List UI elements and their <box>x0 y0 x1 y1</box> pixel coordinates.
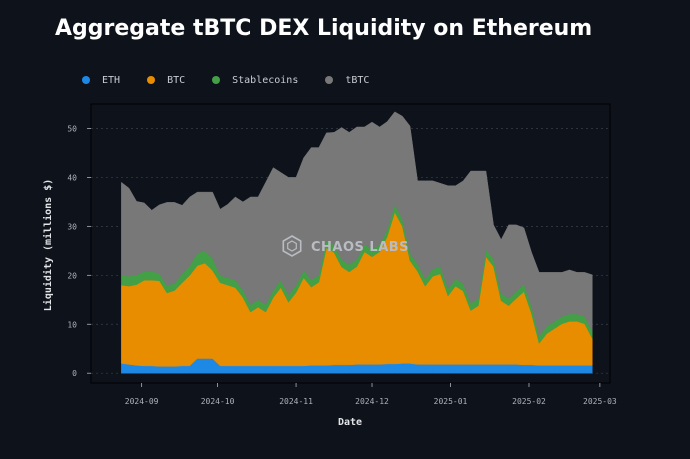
ytick-label-30: 30 <box>67 222 77 231</box>
watermark: CHAOS LABS <box>282 235 409 257</box>
legend-swatch-stablecoins <box>212 76 221 84</box>
stacked-areas <box>121 111 593 374</box>
plot-frame <box>90 103 611 384</box>
chart-title: Aggregate tBTC DEX Liquidity on Ethereum <box>55 16 593 41</box>
ytick-label-10: 10 <box>67 320 77 329</box>
watermark-text: CHAOS LABS <box>311 240 409 255</box>
legend-item-stablecoins[interactable]: Stablecoins <box>212 75 298 86</box>
legend-swatch-eth <box>82 76 90 84</box>
xtick-label-2025-03: 2025-03 <box>583 397 617 406</box>
chaos-labs-logo-icon <box>282 235 302 257</box>
ytick-label-40: 40 <box>67 173 77 182</box>
y-axis-label: Liquidity (millions $) <box>42 179 54 311</box>
y-axis-ticks: 0 10 20 30 40 50 <box>67 124 91 378</box>
area-tbtc <box>121 111 593 337</box>
ytick-label-50: 50 <box>67 124 77 133</box>
xtick-label-2024-12: 2024-12 <box>355 397 389 406</box>
chart-legend: ETH BTC Stablecoins tBTC <box>82 73 396 87</box>
xtick-label-2024-10: 2024-10 <box>201 397 235 406</box>
legend-label-eth: ETH <box>102 74 121 86</box>
x-axis-ticks: 2024-09 2024-10 2024-11 2024-12 2025-01 2025-… <box>125 383 617 406</box>
legend-swatch-btc <box>147 76 156 84</box>
legend-swatch-tbtc <box>325 76 334 84</box>
xtick-label-2024-09: 2024-09 <box>125 397 159 406</box>
ytick-label-0: 0 <box>72 369 77 378</box>
legend-item-btc[interactable]: BTC <box>147 75 185 86</box>
legend-label-btc: BTC <box>167 74 186 86</box>
legend-item-eth[interactable]: ETH <box>82 75 120 86</box>
legend-label-tbtc: tBTC <box>345 74 370 86</box>
xtick-label-2024-11: 2024-11 <box>279 397 313 406</box>
xtick-label-2025-02: 2025-02 <box>512 397 546 406</box>
ytick-label-20: 20 <box>67 271 77 280</box>
legend-item-tbtc[interactable]: tBTC <box>325 75 369 86</box>
legend-label-stablecoins: Stablecoins <box>232 74 299 86</box>
x-axis-label: Date <box>338 417 362 428</box>
xtick-label-2025-01: 2025-01 <box>434 397 468 406</box>
